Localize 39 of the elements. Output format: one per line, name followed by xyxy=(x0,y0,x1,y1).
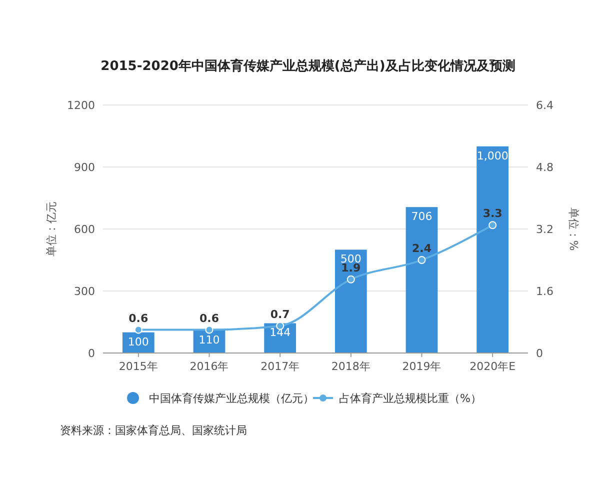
legend-label: 中国体育传媒产业总规模（亿元） xyxy=(149,392,314,405)
y-tick-label: 1200 xyxy=(67,99,95,112)
bar xyxy=(476,146,509,353)
data-label: 0.7 xyxy=(270,308,290,321)
y-tick-label: 0 xyxy=(88,347,95,360)
y2-axis-title: 单位：% xyxy=(567,207,580,251)
y2-tick-label: 3.2 xyxy=(536,223,554,236)
y2-tick-label: 4.8 xyxy=(536,161,554,174)
data-label: 1,000 xyxy=(476,149,508,162)
data-label: 2.4 xyxy=(412,242,432,255)
text: 资料来源：国家体育总局、国家统计局 xyxy=(60,424,247,437)
y2-tick-label: 6.4 xyxy=(536,99,554,112)
data-label: 3.3 xyxy=(482,207,502,220)
x-tick-label: 2015年 xyxy=(118,360,158,373)
y2-tick-label: 0 xyxy=(536,347,543,360)
point xyxy=(134,326,142,334)
x-tick-label: 2019年 xyxy=(402,360,442,373)
x-tick-label: 2016年 xyxy=(190,360,229,373)
legend-label: 占体育产业总规模比重（%） xyxy=(339,392,482,405)
bar xyxy=(406,207,438,353)
x-tick-label: 2018年 xyxy=(331,360,370,373)
x-tick-label: 2020年E xyxy=(470,360,516,373)
data-label: 100 xyxy=(128,335,149,348)
data-label: 110 xyxy=(198,333,220,346)
chart-title: 2015-2020年中国体育传媒产业总规模(总产出)及占比变化情况及预测 xyxy=(100,58,516,74)
y-tick-label: 300 xyxy=(74,285,95,298)
point xyxy=(205,326,214,334)
bar xyxy=(334,250,367,353)
y-axis-title: 单位：亿元 xyxy=(45,202,58,256)
y-tick-label: 900 xyxy=(74,161,95,174)
y2-tick-label: 1.6 xyxy=(536,285,554,298)
y-tick-label: 600 xyxy=(74,223,95,236)
point xyxy=(488,221,497,230)
data-label: 706 xyxy=(411,210,432,224)
x-tick-label: 2017年 xyxy=(260,360,300,373)
data-label: 0.6 xyxy=(200,312,220,325)
data-label: 0.6 xyxy=(128,312,148,325)
point xyxy=(418,256,426,264)
point xyxy=(346,275,355,284)
